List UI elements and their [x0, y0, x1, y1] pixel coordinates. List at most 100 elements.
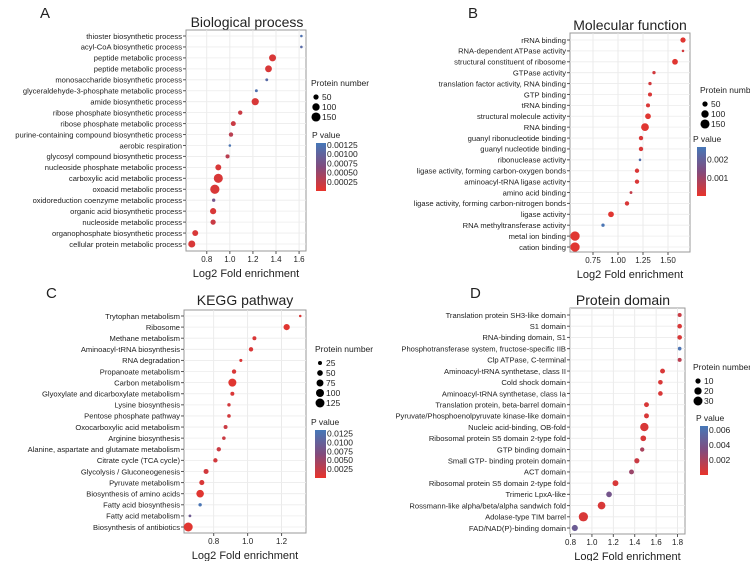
category-label: Fatty acid biosynthesis — [103, 501, 180, 510]
size-legend-title: Protein number — [315, 344, 373, 354]
data-point — [681, 49, 685, 53]
panel-a: A Biological process 0.8 1.0 1.2 1.4 1.6 Log2 F… — [15, 5, 369, 280]
data-point — [230, 391, 235, 396]
data-point — [647, 92, 653, 97]
data-point — [624, 201, 630, 206]
data-point — [254, 89, 258, 93]
category-label: rRNA binding — [521, 36, 566, 45]
color-legend-label: 0.0075 — [327, 446, 353, 456]
panel-c: C KEGG pathway 0.8 1.0 1.2 Log2 Fold enrichme… — [28, 285, 374, 561]
category-label: glyceraldehyde-3-phosphate metabolic pro… — [23, 87, 182, 96]
x-tick-label: 0.8 — [208, 537, 220, 546]
data-point — [198, 503, 202, 507]
data-point — [183, 522, 193, 532]
data-point — [300, 34, 303, 38]
data-point — [608, 211, 614, 218]
data-point — [210, 208, 217, 215]
category-label: organophosphate biosynthetic process — [52, 229, 182, 238]
size-legend-dot — [313, 94, 319, 100]
category-label: ribose phosphate metabolic process — [60, 119, 182, 128]
color-bar — [316, 143, 326, 191]
color-legend-label: 0.00050 — [327, 168, 358, 178]
data-point — [672, 58, 678, 65]
x-tick-label: 1.6 — [294, 255, 306, 264]
category-label: amino acid binding — [503, 188, 566, 197]
panel-letter: A — [40, 5, 50, 22]
data-point — [652, 71, 656, 75]
size-legend-title: Protein number — [311, 78, 369, 88]
x-tick-label: 1.4 — [270, 255, 282, 264]
category-label: RNA degradation — [122, 356, 180, 365]
category-label: carboxylic acid metabolic process — [69, 174, 182, 183]
data-point — [660, 368, 665, 374]
size-legend-label: 50 — [322, 92, 332, 102]
size-legend-dot — [317, 370, 323, 376]
color-legend-label: 0.004 — [709, 440, 731, 450]
category-label: ligase activity, forming carbon-nitrogen… — [414, 199, 566, 208]
category-label: Aminoacyl-tRNA biosynthesis — [81, 345, 180, 354]
data-point — [188, 514, 192, 518]
color-legend-label: 0.00100 — [327, 149, 358, 159]
category-label: Trimeric LpxA-like — [506, 490, 566, 499]
chart-title: Protein domain — [576, 292, 670, 308]
size-legend-label: 100 — [711, 109, 725, 119]
category-label: Trytophan metabolism — [105, 312, 180, 321]
category-label: Lysine biosynthesis — [114, 401, 180, 410]
size-legend-label: 25 — [326, 358, 336, 368]
data-point — [210, 184, 220, 194]
size-legend-title: Protein number — [693, 362, 750, 372]
category-label: Phosphotransferase system, fructose-spec… — [401, 344, 566, 353]
data-point — [251, 98, 259, 106]
data-point — [238, 110, 243, 115]
x-tick-label: 1.2 — [608, 538, 620, 547]
data-point — [578, 512, 589, 522]
x-tick-label: 0.8 — [565, 538, 577, 547]
category-label: Ribosome — [146, 323, 180, 332]
data-point — [212, 198, 216, 202]
category-label: FAD/NAD(P)-binding domain — [469, 524, 566, 533]
category-label: nucleoside phosphate metabolic process — [45, 163, 182, 172]
data-point — [223, 425, 228, 430]
data-point — [634, 179, 640, 184]
data-point — [213, 173, 223, 183]
size-legend-dot — [316, 379, 324, 387]
color-bar — [697, 147, 706, 196]
category-label: guanyl nucleotide binding — [480, 145, 566, 154]
x-tick-label: 1.00 — [610, 256, 626, 265]
category-label: Biosynthesis of amino acids — [86, 489, 180, 498]
category-label: cellular protein metabolic process — [69, 240, 182, 249]
x-tick-label: 1.0 — [586, 538, 598, 547]
color-legend-label: 0.00125 — [327, 140, 358, 150]
data-point — [196, 489, 204, 498]
category-label: nucleoside metabolic process — [82, 218, 182, 227]
color-legend-label: 0.0100 — [327, 437, 353, 447]
data-point — [203, 468, 209, 475]
color-legend-title: P value — [312, 130, 340, 140]
category-label: thioster biosynthetic process — [86, 32, 182, 41]
category-label: glycosyl compound biosynthetic process — [47, 152, 183, 161]
color-legend-label: 0.00075 — [327, 158, 358, 168]
x-tick-label: 1.8 — [672, 538, 684, 547]
category-label: aerobic respiration — [120, 141, 182, 150]
data-point — [265, 78, 269, 82]
size-legend-dot — [701, 110, 709, 118]
data-point — [228, 132, 234, 137]
color-legend-label: 0.002 — [707, 155, 729, 165]
category-label: metal ion binding — [509, 232, 566, 241]
size-legend-dot — [315, 398, 325, 408]
data-point — [640, 447, 645, 452]
size-legend-label: 30 — [704, 396, 714, 406]
plot-area — [183, 309, 307, 534]
data-point — [644, 413, 649, 419]
category-label: RNA methyltransferase activity — [463, 221, 567, 230]
category-label: Translation protein SH3-like domain — [446, 311, 566, 320]
chart-title: Molecular function — [573, 17, 687, 33]
x-tick-label: 1.6 — [651, 538, 663, 547]
category-label: Citrate cycle (TCA cycle) — [97, 456, 181, 465]
category-label: aminoacyl-tRNA ligase activity — [464, 177, 566, 186]
chart-title: Biological process — [191, 14, 304, 30]
size-legend-dot — [694, 387, 702, 395]
color-legend-title: P value — [311, 417, 339, 427]
size-legend-label: 100 — [322, 102, 336, 112]
